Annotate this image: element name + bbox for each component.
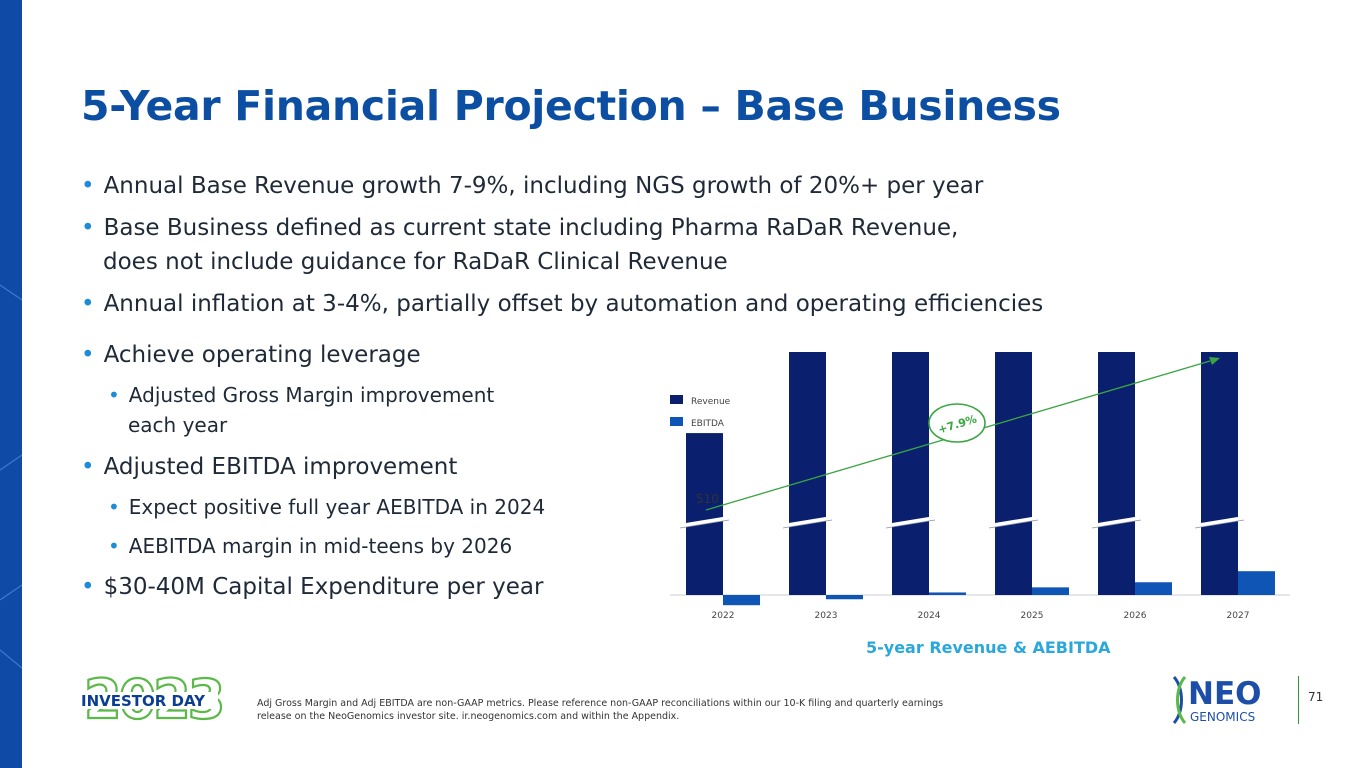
brand-subname: GENOMICS [1190, 710, 1255, 724]
growth-badge [928, 403, 986, 443]
axis-break-gap-2026 [1091, 516, 1142, 528]
axis-break-mark-2024 [885, 519, 936, 529]
bar-ebitda-2023 [826, 595, 863, 600]
bullet-marker: • [81, 454, 95, 480]
footnote: Adj Gross Margin and Adj EBITDA are non-… [257, 698, 944, 722]
bar-revenue-2022 [686, 433, 723, 595]
x-tick-label-2022: 2022 [712, 611, 735, 621]
growth-arrow-head [1209, 357, 1220, 365]
x-tick-label-2025: 2025 [1021, 611, 1044, 621]
axis-break-gap-2022 [679, 516, 730, 528]
bullet-marker: • [81, 342, 95, 368]
x-tick-label-2026: 2026 [1124, 611, 1147, 621]
bullet-inflation: • Annual inflation at 3-4%, partially off… [81, 289, 1043, 319]
bullet-revenue-growth: • Annual Base Revenue growth 7-9%, includ… [81, 171, 983, 201]
bullet-marker: • [81, 574, 95, 600]
bar-ebitda-2026 [1135, 582, 1172, 595]
legend-swatch-ebitda [670, 417, 683, 426]
legend-label-ebitda: EBITDA [691, 419, 725, 429]
sub-bullet-gross-margin-continued: each year [128, 410, 227, 440]
bullet-marker: • [108, 534, 120, 558]
bullet-marker: • [108, 495, 120, 519]
sub-bullet-aebitda-margin: • AEBITDA margin in mid-teens by 2026 [108, 531, 512, 561]
axis-break-gap-2023 [782, 516, 833, 528]
axis-break-gap-2024 [885, 516, 936, 528]
bullet-text: Achieve operating leverage [103, 342, 421, 368]
bullet-text: Annual Base Revenue growth 7-9%, includi… [103, 173, 984, 199]
bullet-marker: • [81, 291, 95, 317]
bullet-text: Expect positive full year AEBITDA in 202… [128, 495, 546, 519]
x-tick-label-2027: 2027 [1227, 611, 1250, 621]
bars-layer [686, 352, 1275, 606]
bullet-base-business-continued: does not include guidance for RaDaR Clin… [103, 247, 728, 277]
bullet-text: $30-40M Capital Expenditure per year [103, 574, 544, 600]
bullet-capex: • $30-40M Capital Expenditure per year [81, 572, 543, 602]
neogenomics-logo: NEO GENOMICS [1172, 675, 1261, 725]
axis-break-mark-2027 [1194, 519, 1245, 529]
bullet-operating-leverage: • Achieve operating leverage [81, 340, 421, 370]
axis-break-mark-2022 [679, 519, 730, 529]
bar-revenue-2027 [1201, 352, 1238, 595]
bullet-marker: • [81, 215, 95, 241]
bullet-text: Adjusted EBITDA improvement [103, 454, 458, 480]
bar-ebitda-2027 [1238, 571, 1275, 595]
logo-text: INVESTOR DAY [81, 692, 206, 710]
bar-revenue-2024 [892, 352, 929, 595]
bullet-marker: • [81, 173, 95, 199]
bullet-text: does not include guidance for RaDaR Clin… [103, 249, 728, 275]
bullet-text: Base Business defined as current state i… [103, 215, 959, 241]
logo-text-backdrop [80, 692, 218, 709]
page-title: 5-Year Financial Projection – Base Busin… [81, 82, 1061, 130]
axis-break-mark-2026 [1091, 519, 1142, 529]
left-decorative-band [0, 0, 22, 768]
investor-day-logo: 2023 INVESTOR DAY [80, 668, 226, 728]
bullet-text: Annual inflation at 3-4%, partially offs… [103, 291, 1044, 317]
bar-ebitda-2025 [1032, 587, 1069, 595]
bullet-ebitda-improvement: • Adjusted EBITDA improvement [81, 452, 457, 482]
helix-icon [1172, 675, 1183, 725]
bullet-text: AEBITDA margin in mid-teens by 2026 [128, 534, 513, 558]
bullet-marker: • [108, 383, 120, 407]
axis-break-gap-2025 [988, 516, 1039, 528]
logo-divider [1298, 676, 1299, 724]
helix-icon-strand [1176, 675, 1187, 725]
bar-revenue-2025 [995, 352, 1032, 595]
bullet-text: each year [128, 413, 228, 437]
x-tick-label-2024: 2024 [918, 611, 941, 621]
legend-swatch-revenue [670, 395, 683, 404]
bar-revenue-2023 [789, 352, 826, 595]
axis-breaks-layer [679, 516, 1245, 529]
bullet-text: Adjusted Gross Margin improvement [128, 383, 495, 407]
bar-ebitda-2022 [723, 595, 760, 606]
data-label-2022-revenue: 510 [696, 492, 719, 506]
bullet-base-business: • Base Business defined as current state … [81, 213, 958, 243]
band-pattern [0, 284, 22, 669]
sub-bullet-gross-margin: • Adjusted Gross Margin improvement [108, 380, 494, 410]
chart-caption: 5-year Revenue & AEBITDA [866, 638, 1111, 657]
brand-name: NEO [1188, 676, 1261, 712]
legend-label-revenue: Revenue [691, 397, 731, 407]
sub-bullet-positive-aebitda: • Expect positive full year AEBITDA in 20… [108, 492, 545, 522]
x-tick-label-2023: 2023 [815, 611, 838, 621]
tick-labels-layer: 2022 2023 2024 2025 2026 2027 [712, 611, 1250, 621]
page-number: 71 [1308, 690, 1324, 704]
revenue-ebitda-chart: Revenue EBITDA 2022 2023 2024 2025 2026 2027 … [670, 352, 1290, 621]
axis-break-gap-2027 [1194, 516, 1245, 528]
axis-break-mark-2025 [988, 519, 1039, 529]
bar-ebitda-2024 [929, 592, 966, 595]
axis-break-mark-2023 [782, 519, 833, 529]
chart-legend: Revenue EBITDA [670, 395, 731, 429]
